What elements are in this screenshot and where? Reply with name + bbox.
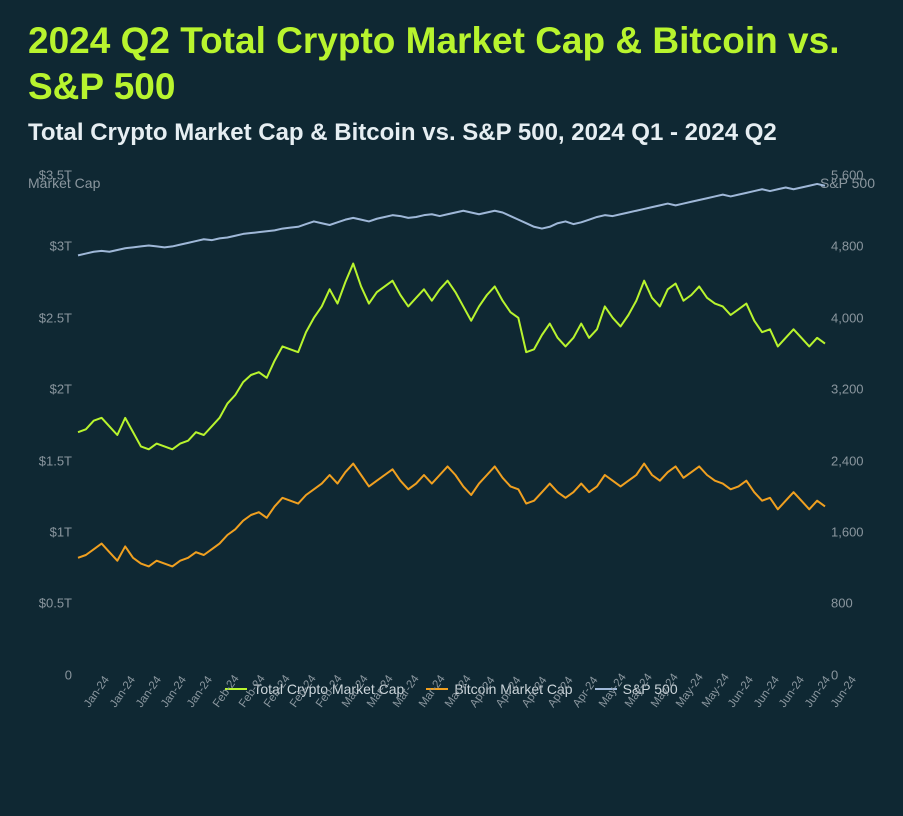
x-axis-ticks: Jan-24Jan-24Jan-24Jan-24Jan-24Feb-24Feb-… (78, 703, 825, 773)
series-total_crypto (78, 263, 825, 449)
ytick-right: 2,400 (831, 453, 875, 468)
ytick-left: $3T (28, 239, 72, 254)
ytick-left: $0.5T (28, 596, 72, 611)
plot-area: 0$0.5T$1T$1.5T$2T$2.5T$3T$3.5T08001,6002… (78, 175, 825, 675)
ytick-left: 0 (28, 667, 72, 682)
ytick-left: $3.5T (28, 167, 72, 182)
ytick-left: $1T (28, 525, 72, 540)
ytick-right: 4,800 (831, 239, 875, 254)
ytick-right: 3,200 (831, 382, 875, 397)
series-bitcoin (78, 463, 825, 566)
ytick-right: 4,000 (831, 310, 875, 325)
ytick-right: 800 (831, 596, 875, 611)
ytick-right: 1,600 (831, 525, 875, 540)
series-sp500 (78, 184, 825, 255)
chart-container: Market Cap S&P 500 0$0.5T$1T$1.5T$2T$2.5… (28, 175, 875, 773)
ytick-left: $2.5T (28, 310, 72, 325)
chart-subtitle: Total Crypto Market Cap & Bitcoin vs. S&… (28, 117, 875, 149)
chart-title: 2024 Q2 Total Crypto Market Cap & Bitcoi… (28, 18, 875, 111)
ytick-left: $1.5T (28, 453, 72, 468)
ytick-right: 5,600 (831, 167, 875, 182)
chart-svg (78, 175, 825, 675)
ytick-left: $2T (28, 382, 72, 397)
